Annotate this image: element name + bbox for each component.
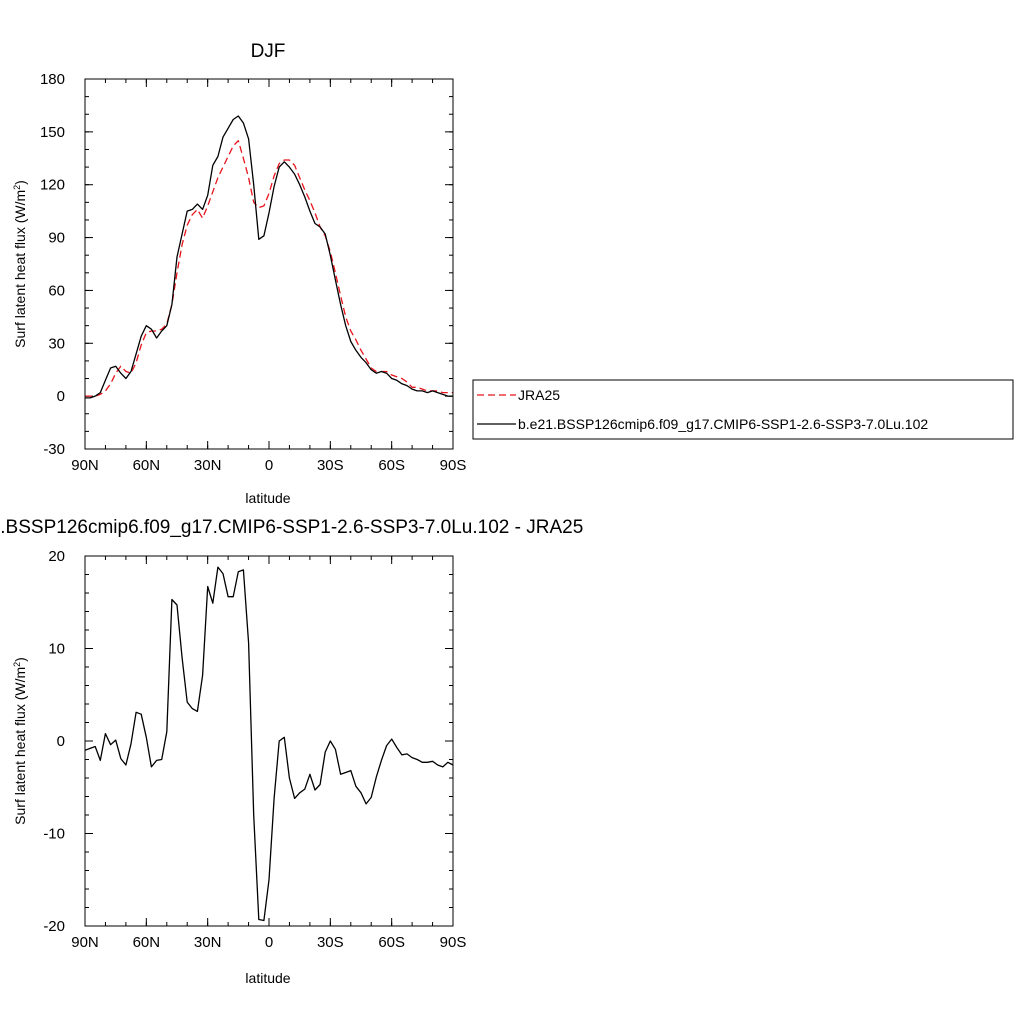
y-tick-label: -20 — [43, 918, 65, 935]
top-y-grid-ticks — [84, 78, 454, 450]
top-x-axis-label: latitude — [245, 490, 290, 506]
top-series-lines — [85, 115, 453, 399]
bottom-plot-frame — [84, 555, 454, 927]
y-tick-label: 120 — [40, 177, 65, 194]
top-y-axis-label: Surf latent heat flux (W/m2) — [12, 180, 28, 348]
x-tick-label: 30S — [317, 457, 344, 474]
x-tick-label: 90N — [71, 457, 99, 474]
x-tick-label: 90N — [71, 934, 99, 951]
y-tick-label: 20 — [48, 548, 65, 565]
legend-label-jra25: JRA25 — [518, 387, 560, 403]
y-tick-label: -10 — [43, 826, 65, 843]
y-tick-label: 180 — [40, 71, 65, 88]
x-tick-label: 30N — [194, 934, 222, 951]
x-tick-label: 60S — [378, 934, 405, 951]
bottom-tick-labels: 90N 60N 30N 0 30S 60S 90S -20 -10 0 10 20 — [43, 548, 466, 951]
y-tick-label: 0 — [57, 733, 65, 750]
top-panel: DJF 90N 60N 30N 0 30S 60S 90S -30 0 30 60 90 120 150 1… — [12, 41, 466, 506]
top-plot-frame — [84, 78, 454, 450]
x-tick-label: 90S — [440, 457, 467, 474]
top-tick-labels: 90N 60N 30N 0 30S 60S 90S -30 0 30 60 90 120 150 180 — [40, 71, 466, 474]
y-tick-label: 0 — [57, 388, 65, 405]
top-y-axis-label-sup: 2 — [12, 185, 22, 190]
y-tick-label: 60 — [48, 282, 65, 299]
y-tick-label: -30 — [43, 441, 65, 458]
y-tick-label: 30 — [48, 335, 65, 352]
bottom-panel: b.e21.BSSP126cmip6.f09_g17.CMIP6-SSP1-2.… — [0, 517, 583, 986]
y-tick-label: 90 — [48, 230, 65, 247]
series-line-difference — [84, 566, 454, 922]
bottom-y-axis-label-sup: 2 — [12, 662, 22, 667]
top-y-axis-label-end: ) — [12, 180, 28, 185]
x-tick-label: 60N — [133, 457, 161, 474]
bottom-x-axis-label: latitude — [245, 970, 290, 986]
legend-box — [472, 379, 1014, 440]
x-tick-label: 30S — [317, 934, 344, 951]
x-tick-label: 0 — [265, 934, 273, 951]
bottom-chart-title: b.e21.BSSP126cmip6.f09_g17.CMIP6-SSP1-2.… — [0, 517, 583, 538]
x-tick-label: 30N — [194, 457, 222, 474]
top-y-axis-label-main: Surf latent heat flux (W/m — [12, 190, 28, 348]
x-tick-label: 0 — [265, 457, 273, 474]
bottom-series-lines — [84, 566, 454, 922]
top-chart-title: DJF — [251, 41, 286, 62]
legend-label-model: b.e21.BSSP126cmip6.f09_g17.CMIP6-SSP1-2.… — [518, 416, 928, 432]
bottom-y-axis-label-main: Surf latent heat flux (W/m — [12, 667, 28, 825]
bottom-y-axis-label-end: ) — [12, 657, 28, 662]
x-tick-label: 90S — [440, 934, 467, 951]
bottom-y-axis-label: Surf latent heat flux (W/m2) — [12, 657, 28, 825]
series-line-jra25 — [85, 140, 453, 397]
series-line-b-e21-bssp126cmip6-f09-g17-cmip6-ssp1-2- — [85, 115, 453, 399]
y-tick-label: 10 — [48, 641, 65, 658]
x-tick-label: 60N — [133, 934, 161, 951]
y-tick-label: 150 — [40, 124, 65, 141]
legend: JRA25 b.e21.BSSP126cmip6.f09_g17.CMIP6-S… — [472, 379, 1014, 440]
x-tick-label: 60S — [378, 457, 405, 474]
